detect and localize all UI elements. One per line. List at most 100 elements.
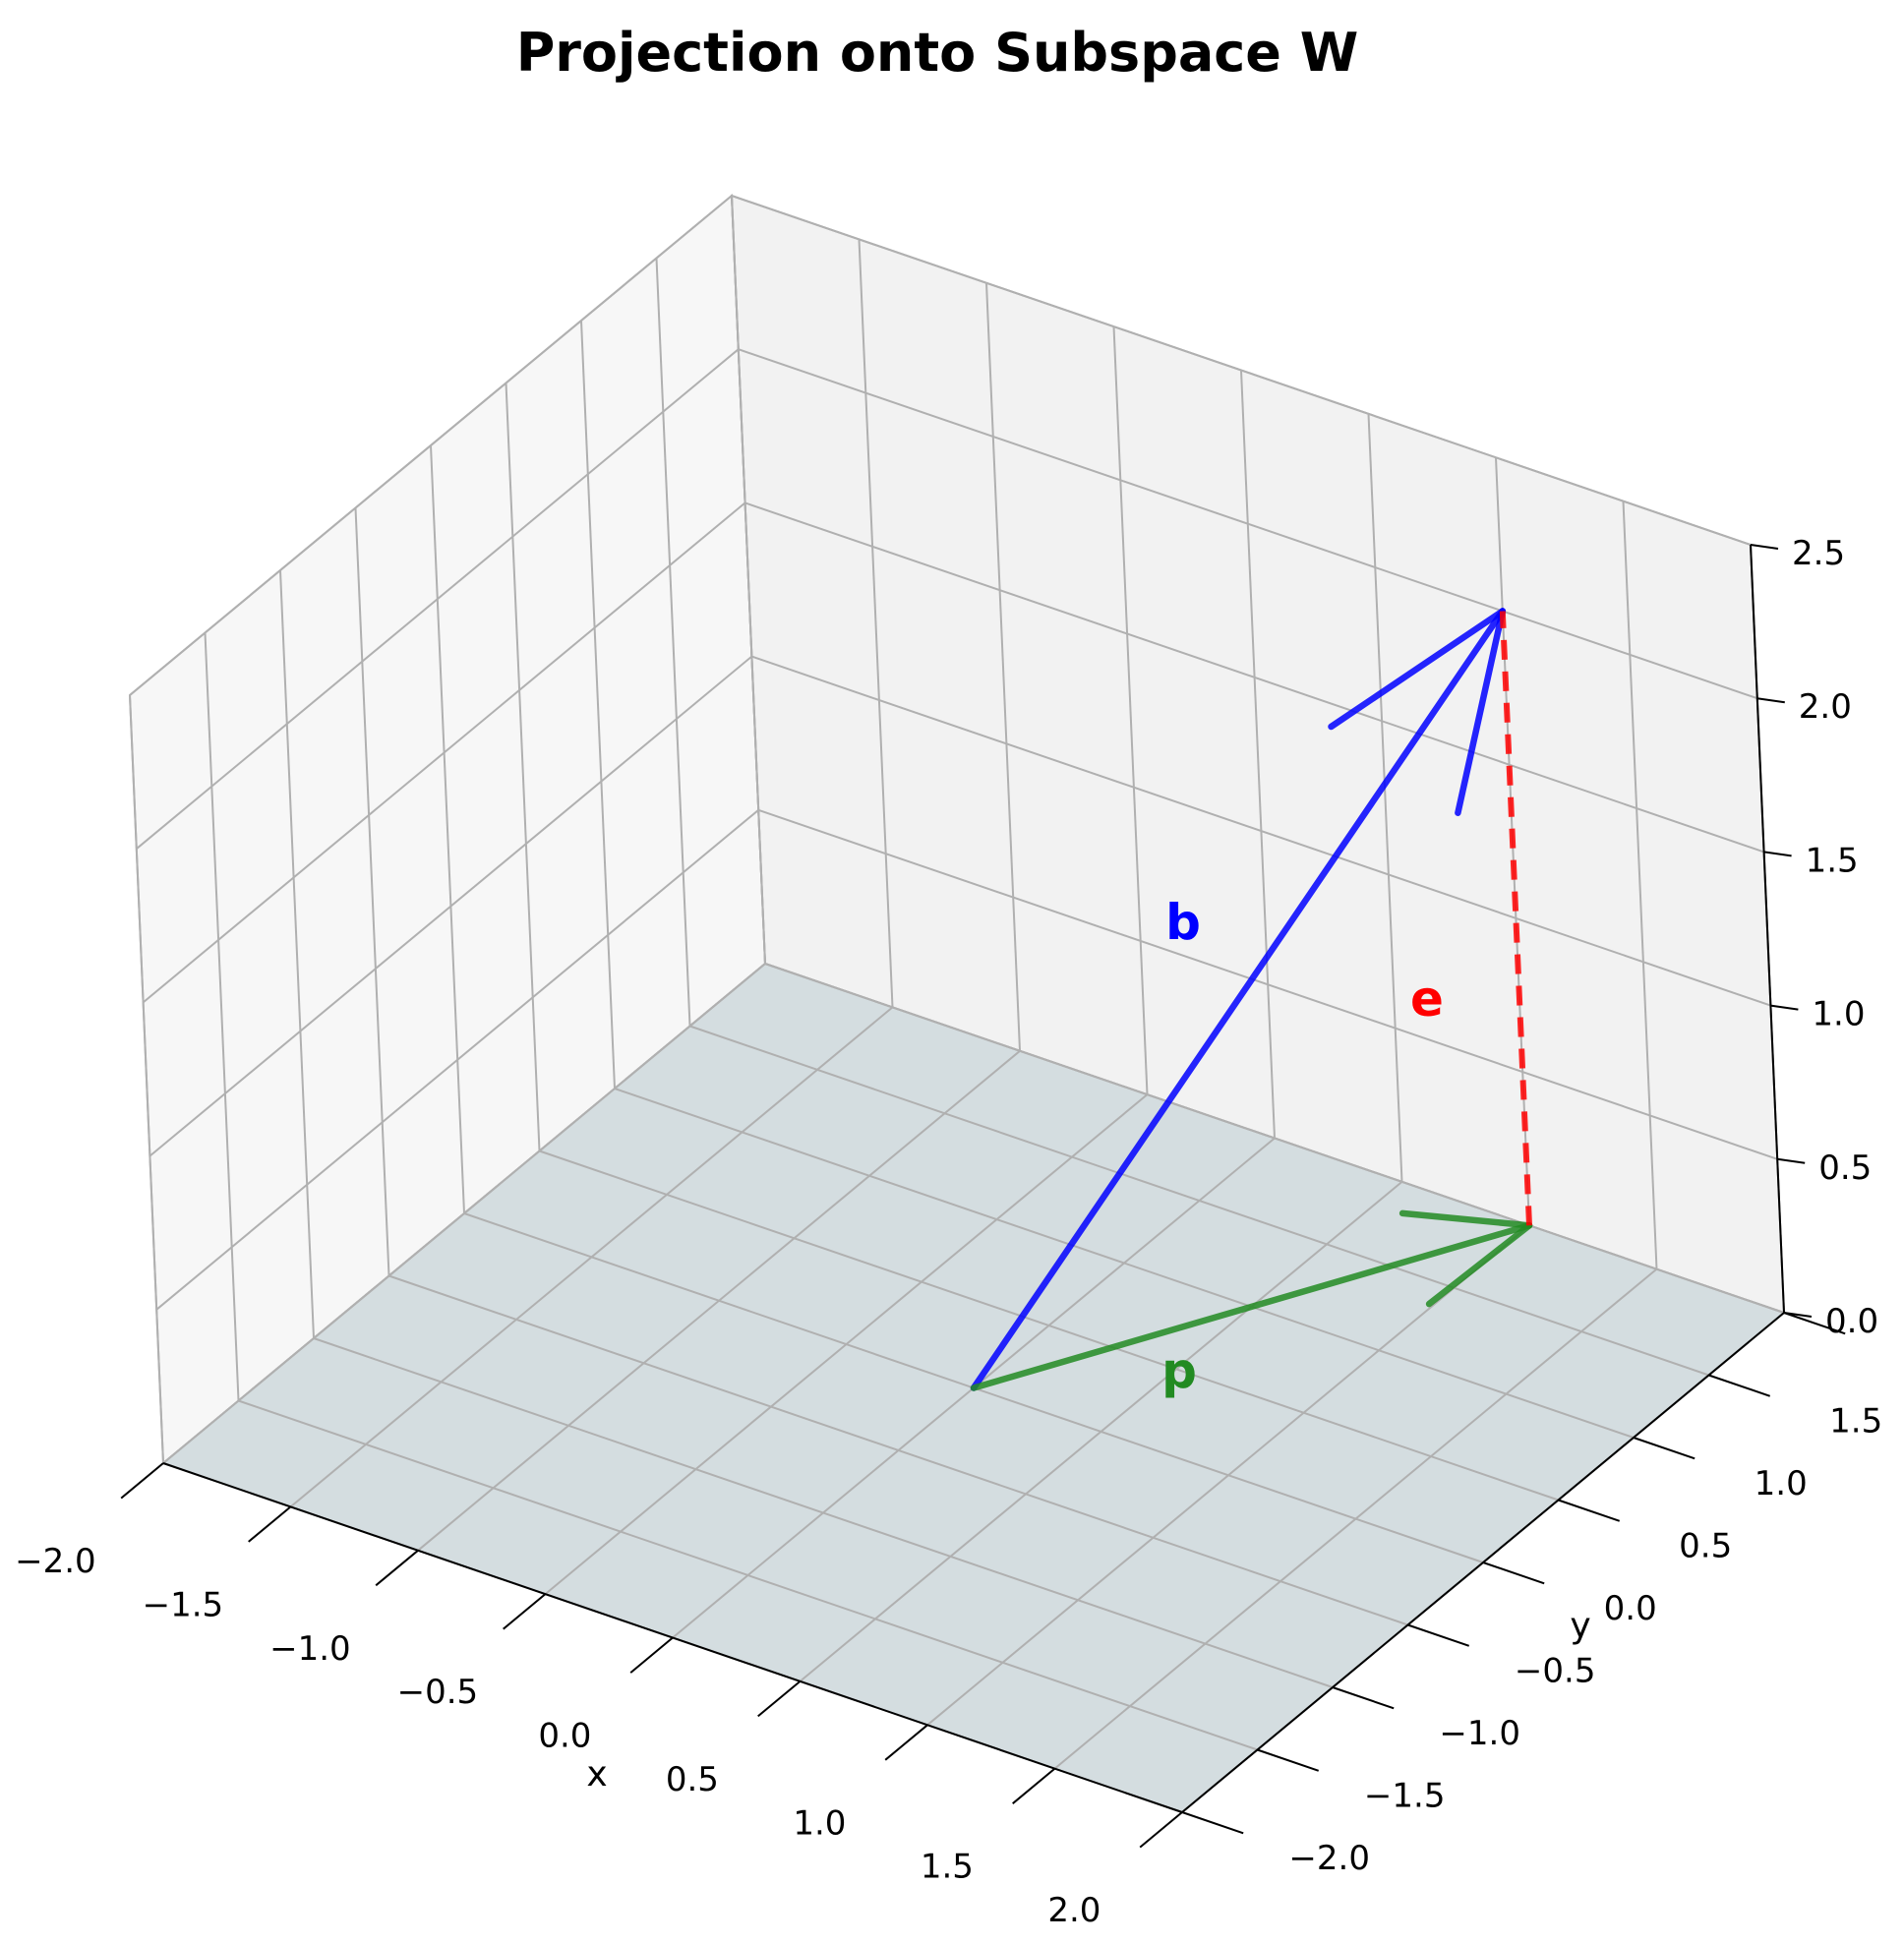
x-tick-label: 0.0 [538,1717,591,1756]
vector-p-shaft [970,1222,1533,1391]
grid-line-left-y [204,632,240,1401]
y-tick [1708,1374,1771,1397]
vector-p-label: p [1161,1342,1197,1399]
x-tick-label: 2.0 [1047,1891,1101,1930]
z-tick [1756,697,1785,704]
y-tick-label: −1.0 [1439,1714,1520,1753]
y-tick [1257,1748,1320,1772]
vector-p-head [1425,1222,1533,1308]
y-tick-label: 1.0 [1755,1464,1808,1503]
y-tick-label: 0.0 [1604,1589,1657,1628]
z-axis-line [1750,544,1785,1314]
z-tick-label: 1.0 [1812,995,1865,1034]
z-tick-label: 2.5 [1792,534,1845,573]
y-tick [1181,1811,1244,1835]
grid-line-left-y [430,444,465,1214]
z-tick [1770,1004,1799,1011]
tick-marks [120,544,1846,1849]
y-tick [1407,1623,1470,1647]
y-tick-label: 1.5 [1829,1402,1882,1442]
grid-line-back-x [1622,501,1658,1269]
y-tick-label: −0.5 [1515,1652,1596,1691]
grid-line-floor-y [388,1274,1408,1626]
vector-b-head [1455,608,1507,816]
grid-line-back-z [738,348,1758,700]
x-tick [1139,1811,1183,1849]
vectors: b p e [970,608,1533,1399]
x-tick [120,1462,164,1500]
grid-line-left-z [142,501,746,1004]
x-tick-label: −1.5 [143,1585,224,1624]
z-tick [1750,544,1779,550]
tick-labels: −2.0−1.5−1.0−0.50.00.51.01.52.0−2.0−1.5−… [15,534,1882,1930]
x-tick [757,1680,802,1718]
y-tick [1783,1312,1846,1335]
grid-line-back-x [1240,370,1276,1139]
grid-lines [129,195,1785,1813]
x-tick-label: 1.5 [921,1848,974,1887]
grid-line-back-x [858,239,894,1008]
y-tick [1332,1686,1395,1710]
grid-line-back-z [764,963,1785,1314]
z-tick-label: 2.0 [1799,687,1852,727]
y-tick-label: −2.0 [1288,1839,1370,1878]
vector-b-head [1328,608,1507,731]
vector-e-label: e [1410,971,1444,1028]
grid-line-left-z [149,655,753,1157]
x-tick [248,1505,292,1543]
x-tick-label: −2.0 [15,1542,96,1581]
grid-line-left-y [655,258,691,1027]
z-tick-label: 0.0 [1825,1302,1878,1341]
grid-line-left-y [129,694,164,1464]
z-tick [1763,851,1792,857]
x-tick [503,1593,547,1630]
vector-b [970,608,1507,1391]
grid-line-back-z [751,655,1771,1007]
x-tick [1012,1767,1056,1804]
grid-line-back-x [985,282,1021,1051]
grid-line-left-z [155,809,759,1311]
grid-line-floor-y [539,1149,1559,1502]
x-tick-label: −0.5 [397,1673,479,1712]
grid-line-back-x [1112,326,1149,1095]
x-tick-label: 0.5 [666,1760,719,1799]
vector-e [1499,611,1532,1226]
y-tick [1482,1561,1545,1585]
chart-title: Projection onto Subspace W [516,22,1359,84]
grid-line-back-x [1367,413,1403,1182]
x-tick [629,1636,674,1674]
grid-line-left-y [505,383,541,1151]
grid-line-left-y [354,507,390,1276]
x-tick-label: 1.0 [793,1803,846,1843]
vector-e-line [1499,611,1532,1226]
y-axis-label: y [1570,1606,1590,1646]
z-tick-label: 1.5 [1806,841,1859,880]
y-tick-label: −1.5 [1364,1777,1446,1816]
z-tick [1777,1157,1806,1164]
z-tick [1783,1312,1813,1318]
grid-line-floor-y [313,1337,1334,1688]
grid-line-floor-y [689,1025,1709,1377]
z-tick-label: 0.5 [1818,1149,1872,1188]
vector-b-label: b [1165,894,1201,951]
vector-p [970,1209,1533,1391]
x-axis-label: x [586,1754,607,1795]
grid-line-floor-y [238,1399,1258,1751]
grid-line-back-z [744,501,1764,854]
grid-line-left-y [731,195,766,965]
x-tick [375,1550,419,1587]
y-tick-label: 0.5 [1679,1527,1732,1566]
grid-line-left-z [136,348,740,850]
grid-line-back-z [757,808,1778,1160]
grid-line-back-z [731,195,1752,546]
x-tick [884,1724,928,1761]
y-tick [1633,1437,1696,1460]
grid-line-floor-y [614,1088,1635,1439]
y-tick [1558,1499,1621,1522]
grid-line-left-z [129,195,733,696]
x-tick-label: −1.0 [269,1629,351,1669]
vector-p-head [1398,1209,1533,1229]
grid-line-left-z [162,963,766,1464]
vector-b-shaft [970,608,1507,1391]
